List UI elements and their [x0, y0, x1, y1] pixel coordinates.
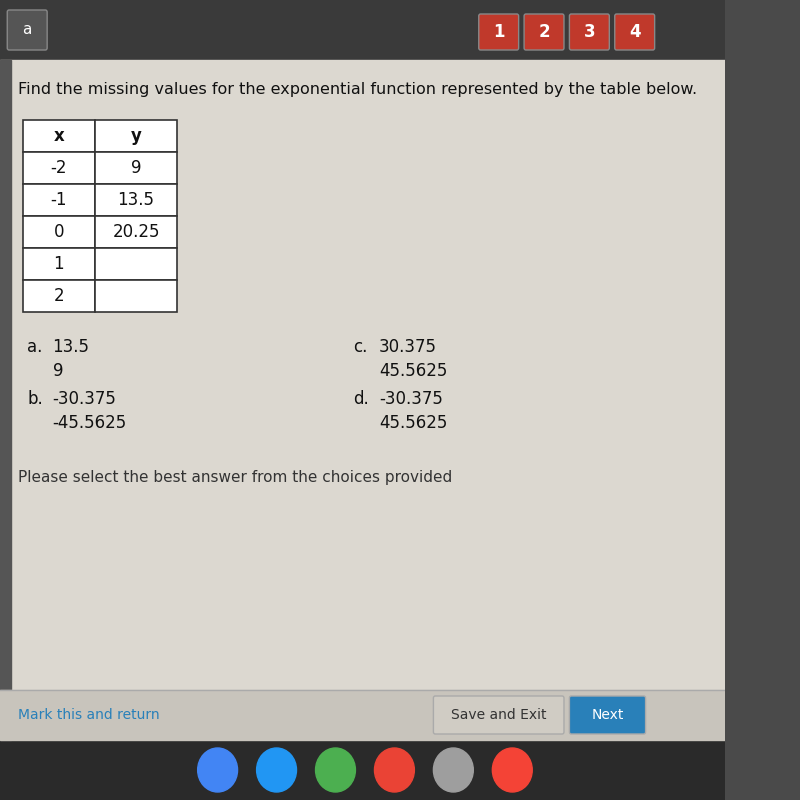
Text: 0: 0	[54, 223, 64, 241]
Bar	[95, 280, 177, 312]
Bar	[95, 184, 177, 216]
Bar	[0, 690, 726, 740]
Circle shape	[315, 748, 355, 792]
FancyBboxPatch shape	[524, 14, 564, 50]
Bar	[95, 248, 177, 280]
Bar	[0, 0, 726, 60]
Text: -30.375: -30.375	[53, 390, 117, 408]
Text: 13.5: 13.5	[118, 191, 154, 209]
Text: x: x	[54, 127, 64, 145]
Text: 4: 4	[629, 23, 641, 41]
Text: 9: 9	[53, 362, 63, 380]
Text: 45.5625: 45.5625	[379, 414, 447, 432]
Circle shape	[374, 748, 414, 792]
Bar	[95, 120, 177, 152]
Text: 20.25: 20.25	[112, 223, 160, 241]
Bar	[95, 216, 177, 248]
Bar	[0, 60, 11, 740]
Text: -1: -1	[50, 191, 67, 209]
Text: 2: 2	[54, 287, 64, 305]
Circle shape	[257, 748, 297, 792]
Text: a.: a.	[27, 338, 42, 356]
Text: y: y	[130, 127, 142, 145]
Text: 2: 2	[538, 23, 550, 41]
Text: -45.5625: -45.5625	[53, 414, 127, 432]
FancyBboxPatch shape	[478, 14, 518, 50]
Text: b.: b.	[27, 390, 43, 408]
Text: 13.5: 13.5	[53, 338, 90, 356]
Bar	[0, 60, 726, 740]
Bar	[22, 248, 95, 280]
FancyBboxPatch shape	[614, 14, 654, 50]
Text: 1: 1	[54, 255, 64, 273]
Circle shape	[434, 748, 474, 792]
FancyBboxPatch shape	[570, 696, 646, 734]
Text: a: a	[22, 22, 32, 38]
Text: d.: d.	[354, 390, 370, 408]
Bar	[22, 184, 95, 216]
Text: 9: 9	[130, 159, 142, 177]
FancyBboxPatch shape	[434, 696, 564, 734]
Bar	[22, 152, 95, 184]
Text: Please select the best answer from the choices provided: Please select the best answer from the c…	[18, 470, 452, 485]
Text: 3: 3	[583, 23, 595, 41]
Text: 1: 1	[493, 23, 505, 41]
Text: Find the missing values for the exponential function represented by the table be: Find the missing values for the exponent…	[18, 82, 698, 97]
Text: -30.375: -30.375	[379, 390, 443, 408]
Bar	[95, 152, 177, 184]
Text: Next: Next	[591, 708, 624, 722]
Bar	[22, 120, 95, 152]
Bar	[22, 280, 95, 312]
Text: -2: -2	[50, 159, 67, 177]
Text: Save and Exit: Save and Exit	[451, 708, 546, 722]
Circle shape	[198, 748, 238, 792]
FancyBboxPatch shape	[7, 10, 47, 50]
FancyBboxPatch shape	[570, 14, 610, 50]
Text: c.: c.	[354, 338, 368, 356]
Bar	[22, 216, 95, 248]
Circle shape	[492, 748, 532, 792]
Text: 45.5625: 45.5625	[379, 362, 447, 380]
Text: 30.375: 30.375	[379, 338, 437, 356]
Bar	[0, 740, 726, 800]
Text: Mark this and return: Mark this and return	[18, 708, 160, 722]
